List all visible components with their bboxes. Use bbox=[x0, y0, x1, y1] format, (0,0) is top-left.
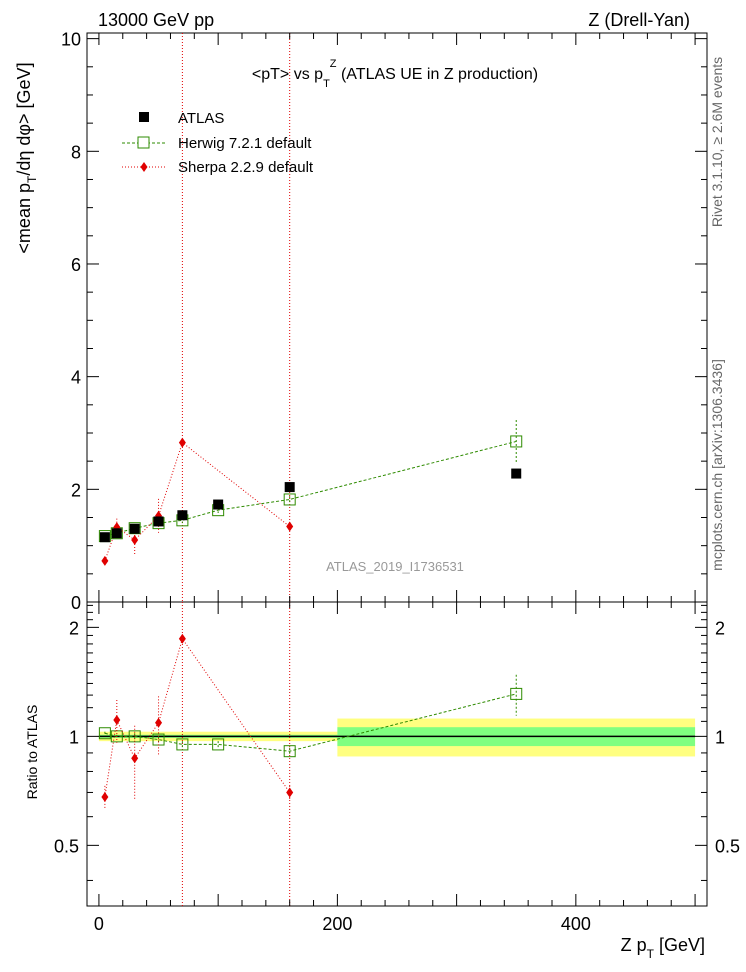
herwig-line bbox=[104, 440, 517, 537]
herwig-line bbox=[104, 693, 517, 752]
sherpa-line bbox=[104, 441, 291, 562]
sherpa-point bbox=[286, 787, 294, 798]
energy-label: 13000 GeV pp bbox=[98, 10, 214, 30]
herwig-point bbox=[283, 745, 296, 758]
herwig-point bbox=[510, 435, 523, 448]
atlas-point bbox=[153, 516, 164, 527]
sherpa-point bbox=[178, 633, 186, 644]
ratio-plot-frame bbox=[86, 601, 708, 907]
x-tick-label: 200 bbox=[322, 914, 352, 934]
main-y-tick-label: 8 bbox=[71, 142, 81, 162]
rivet-label: Rivet 3.1.10, ≥ 2.6M events bbox=[709, 57, 725, 227]
process-label: Z (Drell-Yan) bbox=[588, 10, 690, 30]
ratio-y-tick-label: 2 bbox=[69, 618, 79, 638]
x-tick-label: 0 bbox=[94, 914, 104, 934]
herwig-point bbox=[176, 738, 189, 751]
ratio-y-tick-label: 1 bbox=[69, 727, 79, 747]
sherpa-point bbox=[286, 521, 294, 532]
sherpa-line bbox=[104, 637, 291, 798]
sherpa-point bbox=[155, 717, 163, 728]
atlas-point bbox=[177, 510, 188, 521]
sherpa-point bbox=[131, 535, 139, 546]
atlas-point bbox=[284, 482, 295, 493]
atlas-point bbox=[129, 523, 140, 534]
legend: ATLAS Herwig 7.2.1 default Sherpa 2.2.9 … bbox=[122, 110, 314, 176]
y-axis-label: <mean pT/dη dφ> [GeV] bbox=[14, 62, 39, 253]
legend-atlas-label: ATLAS bbox=[178, 110, 224, 127]
sherpa-point bbox=[178, 437, 186, 448]
sherpa-point bbox=[131, 753, 139, 764]
legend-herwig-label: Herwig 7.2.1 default bbox=[178, 135, 312, 152]
main-y-tick-label: 2 bbox=[71, 480, 81, 500]
herwig-point bbox=[212, 738, 225, 751]
main-y-tick-label: 10 bbox=[61, 30, 81, 50]
sherpa-point bbox=[101, 792, 109, 803]
sherpa-point bbox=[101, 555, 109, 566]
ratio-y-tick-label-right: 2 bbox=[715, 618, 725, 638]
atlas-point bbox=[511, 468, 522, 479]
legend-sherpa-marker bbox=[140, 162, 148, 172]
main-panel: 0 2 4 6 8 10 <pT> vs pTZ (ATLAS UE in Z produ… bbox=[14, 30, 708, 613]
legend-atlas-marker bbox=[139, 112, 149, 122]
ratio-y-tick-label-right: 1 bbox=[715, 727, 725, 747]
atlas-point bbox=[111, 528, 122, 539]
main-y-tick-label: 6 bbox=[71, 255, 81, 275]
herwig-point bbox=[128, 730, 141, 743]
herwig-point bbox=[98, 727, 111, 740]
legend-herwig-marker bbox=[137, 136, 150, 149]
herwig-point bbox=[510, 687, 523, 700]
mcplots-label: mcplots.cern.ch [arXiv:1306.3436] bbox=[709, 359, 725, 571]
x-tick-label: 400 bbox=[561, 914, 591, 934]
watermark: ATLAS_2019_I1736531 bbox=[326, 559, 464, 574]
ratio-y-axis-label: Ratio to ATLAS bbox=[24, 705, 40, 800]
sherpa-point bbox=[113, 714, 121, 725]
legend-sherpa-label: Sherpa 2.2.9 default bbox=[178, 159, 314, 176]
main-y-tick-label: 0 bbox=[71, 593, 81, 613]
chart-title: <pT> vs pTZ (ATLAS UE in Z production) bbox=[252, 58, 538, 90]
ratio-panel: 0.5 0.5 1 1 2 2 0 200 400 Ratio to ATLAS Z pT [… bbox=[24, 601, 740, 961]
atlas-point bbox=[213, 499, 224, 510]
atlas-point bbox=[99, 532, 110, 543]
ratio-y-tick-label: 0.5 bbox=[54, 836, 79, 856]
herwig-point bbox=[283, 493, 296, 506]
main-y-tick-label: 4 bbox=[71, 368, 81, 388]
ratio-y-tick-label-right: 0.5 bbox=[715, 836, 740, 856]
x-axis-label: Z pT [GeV] bbox=[621, 935, 705, 961]
